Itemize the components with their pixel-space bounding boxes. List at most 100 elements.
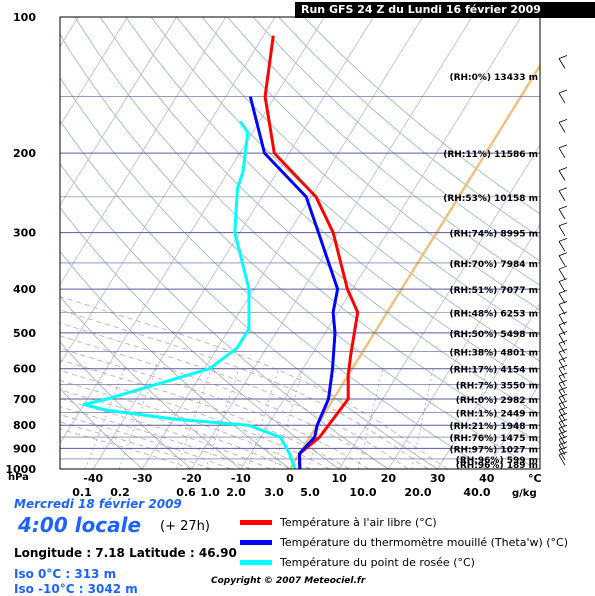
legend-item-wetbulb: Température du thermomètre mouillé (Thet…	[240, 535, 568, 549]
iso-0-level: Iso 0°C : 313 m	[14, 567, 117, 581]
mixing-ratio-line	[468, 368, 487, 469]
wind-barb-flag	[558, 311, 568, 316]
isotherm-line	[240, 17, 522, 469]
wind-barb-staff	[558, 241, 566, 252]
height-label: (RH:0%) 13433 m	[449, 73, 538, 83]
moist-adiabat-line	[60, 309, 429, 469]
wind-barb-flag	[558, 364, 568, 369]
height-label: (RH:96%) 189 m	[456, 461, 538, 471]
height-label: (RH:51%) 7077 m	[449, 286, 538, 296]
wind-barb-flag	[558, 289, 568, 294]
wind-barb-flag	[558, 446, 568, 451]
wind-barb-staff	[558, 281, 566, 292]
wind-barb-staff	[558, 428, 566, 439]
wind-barb-flag	[558, 400, 568, 405]
legend-swatch-wetbulb	[240, 539, 272, 545]
height-label: (RH:21%) 1948 m	[449, 422, 538, 432]
run-title: Run GFS 24 Z du Lundi 16 février 2009	[295, 2, 595, 18]
y-tick-label: 100	[13, 11, 36, 24]
mixing-ratio-tick-label: 20.0	[404, 486, 431, 499]
y-tick-label: 1000	[5, 463, 36, 476]
wind-barb-staff	[558, 360, 566, 371]
isotherm-line	[191, 17, 473, 469]
wind-barb-flag	[558, 406, 568, 411]
legend-swatch-dewpoint	[240, 559, 272, 565]
wind-barb-staff	[558, 170, 566, 181]
wind-barb-flag	[558, 430, 568, 435]
mixing-ratio-tick-label: 0.6	[176, 486, 196, 499]
x-tick-label: 0	[286, 472, 294, 485]
wind-barb-flag	[558, 237, 568, 242]
height-label: (RH:70%) 7984 m	[449, 260, 538, 270]
height-label: (RH:0%) 2982 m	[456, 396, 538, 406]
wind-barb-staff	[558, 255, 566, 266]
height-label: (RH:38%) 4801 m	[449, 349, 538, 359]
isotherm-line	[338, 144, 540, 469]
mixing-ratio-line	[357, 368, 384, 469]
wind-barb-flag	[558, 451, 568, 456]
moist-adiabat-line	[60, 414, 232, 469]
isotherm-line	[92, 17, 374, 469]
wind-barb-staff	[558, 92, 566, 104]
wind-barb-staff	[558, 58, 566, 69]
series-line-0	[263, 35, 360, 469]
moist-adiabat-line	[60, 421, 212, 469]
moist-adiabat-line	[60, 428, 192, 469]
wind-barb-flag	[558, 387, 568, 391]
legend-label-temperature: Température à l'air libre (°C)	[280, 515, 437, 529]
mixing-ratio-tick-label: 1.0	[200, 486, 220, 499]
wind-barb-flag	[558, 144, 568, 149]
x-tick-label: -20	[182, 472, 202, 485]
moist-adiabat-line	[60, 389, 291, 469]
wind-barb-flag	[558, 340, 568, 344]
height-label: (RH:7%) 3550 m	[456, 381, 538, 391]
y-tick-label: 400	[13, 283, 36, 296]
y-tick-label: 700	[13, 393, 36, 406]
wind-barb-staff	[558, 334, 566, 345]
series-line-2	[82, 120, 297, 469]
moist-adiabat-line	[60, 406, 251, 469]
mixing-ratio-tick-label: 5.0	[300, 486, 320, 499]
y-tick-label: 300	[13, 227, 36, 240]
wind-barb-flag	[558, 205, 568, 210]
wind-barb-flag	[558, 167, 568, 171]
wind-barbs	[558, 55, 568, 466]
wind-barb-staff	[558, 293, 566, 304]
mixing-ratio-tick-label: 3.0	[264, 486, 284, 499]
mixing-ratio-tick-label: 0.1	[72, 486, 92, 499]
x-tick-label: -10	[231, 472, 251, 485]
mixing-ratio-tick-label: 10.0	[349, 486, 376, 499]
height-label: (RH:53%) 10158 m	[443, 194, 538, 204]
wind-barb-staff	[558, 268, 566, 280]
height-label: (RH:76%) 1475 m	[449, 434, 538, 444]
wind-barb-flag	[558, 222, 568, 227]
wind-barb-flag	[558, 424, 568, 429]
wind-barb-flag	[558, 265, 568, 270]
wind-barb-staff	[558, 454, 566, 466]
wind-barb-staff	[558, 225, 566, 237]
wind-barb-staff	[558, 375, 566, 387]
legend-swatch-temperature	[240, 519, 272, 525]
y-tick-label: 800	[13, 419, 36, 432]
wind-barb-flag	[558, 187, 568, 192]
height-label: (RH:74%) 8995 m	[449, 230, 538, 240]
coordinates: Longitude : 7.18 Latitude : 46.90	[14, 546, 237, 560]
wind-barb-flag	[558, 413, 568, 417]
wind-barb-flag	[558, 419, 568, 423]
x-tick-label: -40	[83, 472, 103, 485]
isotherm-line	[388, 223, 540, 469]
x-tick-label: 10	[332, 472, 348, 485]
mixing-ratio-tick-label: 2.0	[226, 486, 246, 499]
forecast-date: Mercredi 18 février 2009	[14, 497, 182, 511]
series-line-1	[248, 96, 340, 469]
wind-barb-flag	[558, 356, 568, 361]
mixing-ratio-tick-label: 0.2	[110, 486, 130, 499]
y-tick-label: 600	[13, 363, 36, 376]
height-label: (RH:11%) 11586 m	[443, 150, 538, 160]
y-tick-label: 200	[13, 147, 36, 160]
moist-adiabat-line	[60, 370, 330, 469]
wind-barb-flag	[558, 393, 568, 398]
isotherm-line	[142, 17, 423, 469]
copyright: Copyright © 2007 Meteociel.fr	[211, 576, 366, 586]
